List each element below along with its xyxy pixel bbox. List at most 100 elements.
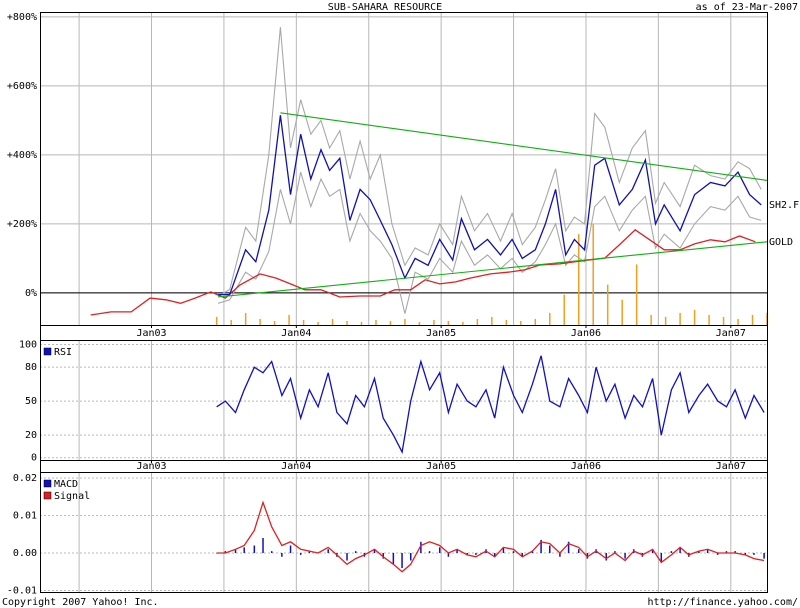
bar [737,318,739,325]
y-tick-label: 0% [25,288,37,299]
bar [734,551,736,553]
x-tick-label: Jan04 [281,461,311,472]
legend-label: SH2.F [769,200,799,211]
bar [520,320,522,325]
y-tick-label: 20 [25,430,37,441]
series-line [217,27,762,297]
bar [534,318,537,325]
bar [346,320,348,325]
bar [462,321,464,325]
bar [493,553,496,557]
bar [567,541,570,553]
bar [289,545,292,553]
bar [288,314,290,325]
x-tick-label: Jan05 [426,461,456,472]
bar [563,294,566,325]
bar [660,553,663,563]
bar [420,541,422,553]
bar [215,553,218,554]
bar [592,224,594,325]
bar [392,553,395,565]
bar [717,553,719,555]
bar [346,553,348,561]
bar [549,545,551,553]
x-tick-label: Jan07 [716,328,746,339]
x-tick-label: Jan04 [281,328,311,339]
bar [389,320,392,325]
bar [476,318,479,325]
panel-frame [40,472,768,593]
bar [679,547,681,553]
bar [614,551,616,553]
bar [693,309,696,325]
bar [708,314,710,325]
legend-swatch [43,347,52,356]
bar [725,551,728,553]
y-tick-label: 50 [25,396,37,407]
x-tick-label: Jan05 [426,328,456,339]
bar [244,312,247,325]
bar [375,319,377,325]
bar [650,314,652,325]
bar [540,539,542,553]
legend-swatch [43,479,52,488]
y-tick-label: 80 [25,362,37,373]
chart-title: SUB-SAHARA RESOURCE [328,2,442,13]
bar [605,553,607,561]
panels: Jan03 Jan04 Jan05 Jan06 Jan07 0% +200% +400% +60… [7,12,799,597]
bar [577,234,580,325]
legend-label: RSI [54,347,72,358]
bar [215,316,218,325]
bar [273,320,276,325]
x-tick-label: Jan03 [136,328,166,339]
bar [635,264,638,325]
series-line [216,355,765,455]
source-url: http://finance.yahoo.com/ [647,597,798,608]
x-tick-label: Jan03 [136,461,166,472]
y-tick-label: 0.00 [13,548,37,559]
y-tick-label: 0 [31,453,37,464]
bar [549,312,551,325]
bar [327,549,329,553]
bar [466,553,468,555]
bar [281,553,283,557]
legend-label: MACD [54,479,78,490]
bar [491,316,493,325]
bar [354,551,357,553]
series-line [280,112,768,181]
bar [679,312,681,325]
bar [586,553,589,559]
bar [698,551,700,553]
bar [706,549,709,553]
legend-swatch [43,491,52,500]
series-line [217,171,762,314]
y-tick-label: +600% [7,81,37,92]
bar [664,316,667,325]
bar [262,538,264,553]
series-line [90,228,756,316]
bar [651,549,654,553]
x-tick-label: Jan07 [716,461,746,472]
bar [751,314,754,325]
bar [456,549,458,553]
bar [521,553,524,557]
bar [382,553,384,559]
y-tick-label: 0.02 [13,473,37,484]
bar [409,553,412,561]
bar [475,553,477,555]
bar [331,318,334,325]
bar [722,316,725,325]
legend-label: GOLD [769,237,793,248]
bar [373,549,376,553]
bar [243,547,245,553]
bar [360,321,363,325]
bar [670,551,673,553]
bar [505,319,508,325]
bar [253,545,256,553]
bar [433,319,435,325]
bar [577,549,580,553]
bar [418,321,421,325]
bar [621,299,623,325]
